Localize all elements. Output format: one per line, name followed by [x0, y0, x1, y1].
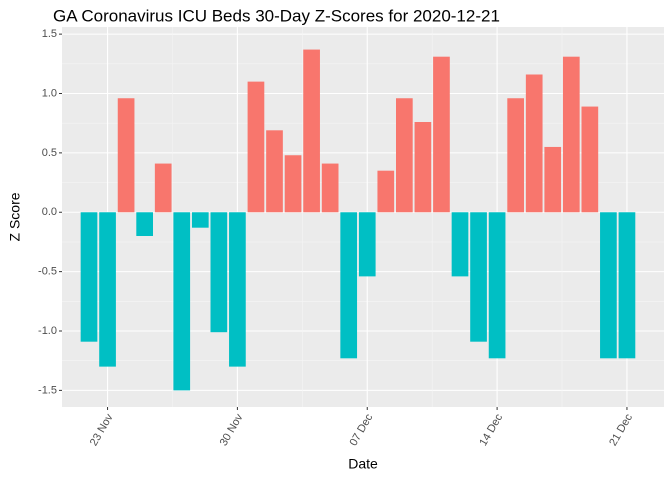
bar	[117, 98, 135, 213]
x-axis-title: Date	[348, 456, 378, 472]
bars	[80, 49, 636, 391]
bar	[507, 98, 524, 213]
bar	[451, 212, 469, 277]
bar	[136, 212, 153, 236]
x-tick-label: 30 Nov	[218, 412, 246, 449]
y-axis-title: Z Score	[7, 192, 23, 241]
bar	[562, 56, 580, 213]
y-tick-label: -1.5	[38, 384, 57, 396]
bar	[210, 212, 228, 333]
chart-title: GA Coronavirus ICU Beds 30-Day Z-Scores …	[53, 6, 500, 25]
bar	[154, 163, 172, 213]
y-tick-label: 0.5	[42, 147, 57, 159]
bar	[470, 212, 487, 342]
bar	[377, 170, 395, 213]
y-tick-label: -0.5	[38, 266, 57, 278]
y-tick-label: -1.0	[38, 325, 57, 337]
bar	[321, 163, 339, 213]
bar	[396, 98, 413, 213]
bar	[358, 212, 376, 277]
bar	[266, 130, 283, 213]
y-tick-label: 1.0	[42, 87, 57, 99]
bar	[544, 146, 562, 213]
bar	[618, 212, 636, 359]
x-tick-label: 21 Dec	[607, 412, 635, 449]
bar	[99, 212, 116, 367]
bar	[414, 122, 432, 213]
bar	[488, 212, 506, 359]
x-tick-label: 23 Nov	[88, 412, 116, 449]
x-tick-label: 14 Dec	[477, 412, 505, 449]
bar	[173, 212, 191, 391]
y-tick-label: 1.5	[42, 28, 57, 40]
bar	[525, 74, 543, 213]
bar	[247, 81, 265, 213]
bar	[80, 212, 98, 342]
bar	[303, 49, 320, 213]
bar	[340, 212, 358, 359]
bar	[581, 106, 599, 213]
x-tick-label: 07 Dec	[348, 412, 376, 449]
bar	[284, 155, 302, 213]
bar	[433, 56, 450, 213]
bar	[600, 212, 617, 359]
y-tick-label: 0.0	[42, 206, 57, 218]
bar	[191, 212, 209, 228]
bar	[229, 212, 246, 367]
